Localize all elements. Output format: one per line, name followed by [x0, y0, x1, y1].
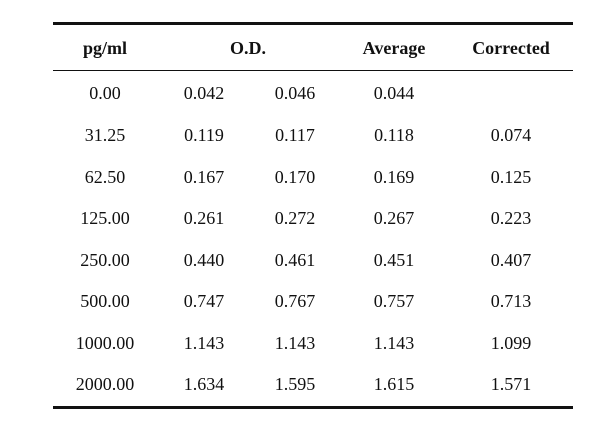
cell-corrected: 0.713: [490, 291, 532, 312]
bottom-rule: [53, 405, 573, 409]
table-body: 0.00 0.042 0.046 0.044 31.25 0.119 0.117 0.118 0…: [53, 71, 573, 406]
cell-od-2: 0.117: [275, 125, 315, 146]
cell-concentration: 62.50: [84, 166, 126, 187]
cell-average: 0.757: [373, 291, 415, 312]
cell-od-1: 0.261: [183, 208, 225, 229]
table-row: 250.00 0.440 0.461 0.451 0.407: [53, 240, 573, 282]
table-row: 2000.00 1.634 1.595 1.615 1.571: [53, 364, 573, 406]
cell-od-1: 0.440: [183, 249, 225, 270]
cell-average: 0.267: [373, 208, 415, 229]
cell-od-1: 0.042: [183, 82, 225, 103]
cell-average: 1.615: [373, 374, 415, 395]
cell-average: 0.169: [373, 166, 415, 187]
table-row: 0.00 0.042 0.046 0.044: [53, 71, 573, 116]
cell-od-1: 0.747: [183, 291, 225, 312]
cell-od-2: 0.272: [274, 208, 316, 229]
header-average: Average: [339, 25, 449, 71]
header-od: O.D.: [157, 25, 339, 71]
table-row: 125.00 0.261 0.272 0.267 0.223: [53, 198, 573, 240]
cell-corrected: 1.571: [490, 374, 532, 395]
cell-corrected: 1.099: [490, 332, 532, 353]
cell-concentration: 125.00: [80, 208, 130, 229]
cell-concentration: 250.00: [80, 249, 130, 270]
cell-average: 1.143: [373, 332, 415, 353]
cell-concentration: 31.25: [84, 125, 126, 146]
table-header: pg/ml O.D. Average Corrected: [53, 25, 573, 71]
cell-concentration: 500.00: [80, 291, 130, 312]
cell-average: 0.118: [374, 125, 414, 146]
cell-corrected: 0.125: [490, 166, 532, 187]
cell-od-1: 1.634: [183, 374, 225, 395]
header-concentration: pg/ml: [53, 25, 157, 71]
header-corrected: Corrected: [449, 25, 573, 71]
cell-average: 0.451: [373, 249, 415, 270]
data-table-container: pg/ml O.D. Average Corrected 0.00 0.042 0.…: [53, 22, 573, 409]
cell-od-1: 0.119: [184, 125, 224, 146]
cell-od-1: 1.143: [183, 332, 225, 353]
cell-concentration: 1000.00: [75, 332, 135, 353]
top-rule: [53, 22, 573, 25]
cell-corrected: 0.407: [490, 249, 532, 270]
header-row: pg/ml O.D. Average Corrected: [53, 25, 573, 71]
data-table: pg/ml O.D. Average Corrected 0.00 0.042 0.…: [53, 25, 573, 406]
cell-od-2: 0.461: [274, 249, 316, 270]
cell-od-2: 0.170: [274, 166, 316, 187]
cell-od-2: 0.767: [274, 291, 316, 312]
cell-od-2: 0.046: [274, 82, 316, 103]
table-row: 1000.00 1.143 1.143 1.143 1.099: [53, 323, 573, 365]
cell-od-1: 0.167: [183, 166, 225, 187]
cell-od-2: 1.143: [274, 332, 316, 353]
cell-concentration: 0.00: [89, 82, 121, 103]
cell-average: 0.044: [373, 82, 415, 103]
cell-corrected: 0.074: [490, 125, 532, 146]
cell-corrected: [449, 71, 573, 116]
table-row: 31.25 0.119 0.117 0.118 0.074: [53, 115, 573, 157]
table-row: 62.50 0.167 0.170 0.169 0.125: [53, 157, 573, 199]
table-row: 500.00 0.747 0.767 0.757 0.713: [53, 281, 573, 323]
cell-od-2: 1.595: [274, 374, 316, 395]
cell-concentration: 2000.00: [75, 374, 135, 395]
cell-corrected: 0.223: [490, 208, 532, 229]
